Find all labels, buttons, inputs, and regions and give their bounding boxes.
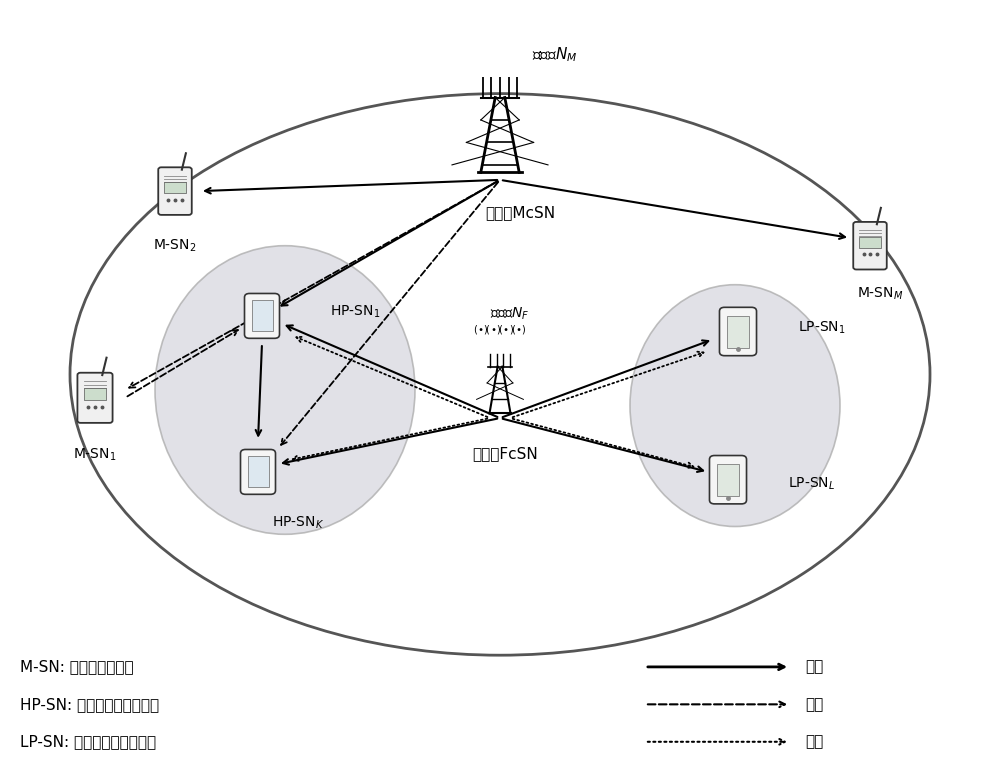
Text: HP-SN$_1$: HP-SN$_1$ — [330, 303, 380, 321]
Text: 信息: 信息 — [805, 659, 823, 675]
FancyBboxPatch shape — [164, 183, 186, 193]
FancyBboxPatch shape — [244, 293, 279, 339]
Ellipse shape — [155, 246, 415, 534]
Text: LP-SN: 低优先级传感器节点: LP-SN: 低优先级传感器节点 — [20, 734, 156, 750]
Text: M-SN: 宏蜂窜汇聚节点: M-SN: 宏蜂窜汇聚节点 — [20, 659, 134, 675]
Text: LP-SN$_1$: LP-SN$_1$ — [798, 319, 846, 336]
FancyBboxPatch shape — [859, 236, 881, 247]
FancyBboxPatch shape — [727, 316, 749, 348]
Text: LP-SN$_L$: LP-SN$_L$ — [788, 475, 835, 492]
FancyBboxPatch shape — [248, 456, 268, 488]
Text: 宏蜂窝McSN: 宏蜂窝McSN — [485, 205, 555, 220]
Text: HP-SN$_K$: HP-SN$_K$ — [272, 514, 324, 531]
Text: 干扰: 干扰 — [805, 697, 823, 712]
Text: 能量: 能量 — [805, 734, 823, 750]
FancyBboxPatch shape — [719, 307, 757, 356]
FancyBboxPatch shape — [84, 388, 106, 400]
FancyBboxPatch shape — [240, 449, 275, 495]
Text: HP-SN: 高优先级传感器节点: HP-SN: 高优先级传感器节点 — [20, 697, 159, 712]
FancyBboxPatch shape — [709, 456, 747, 504]
Text: 微蜂窝FcSN: 微蜂窝FcSN — [472, 445, 538, 461]
Text: M-SN$_1$: M-SN$_1$ — [73, 446, 117, 463]
FancyBboxPatch shape — [717, 464, 739, 496]
FancyBboxPatch shape — [158, 167, 192, 214]
Text: 天线数$N_M$: 天线数$N_M$ — [532, 45, 578, 64]
Text: M-SN$_2$: M-SN$_2$ — [153, 237, 197, 254]
FancyBboxPatch shape — [252, 300, 272, 332]
Text: 天线数$N_F$: 天线数$N_F$ — [490, 305, 530, 322]
Ellipse shape — [630, 285, 840, 526]
FancyBboxPatch shape — [853, 222, 887, 269]
FancyBboxPatch shape — [77, 373, 113, 423]
Text: M-SN$_M$: M-SN$_M$ — [857, 285, 903, 303]
Text: $\!\!(\!\bullet\!)\!(\!\bullet\!)\!(\!\bullet\!)\!(\!\bullet\!)$: $\!\!(\!\bullet\!)\!(\!\bullet\!)\!(\!\b… — [474, 323, 526, 335]
